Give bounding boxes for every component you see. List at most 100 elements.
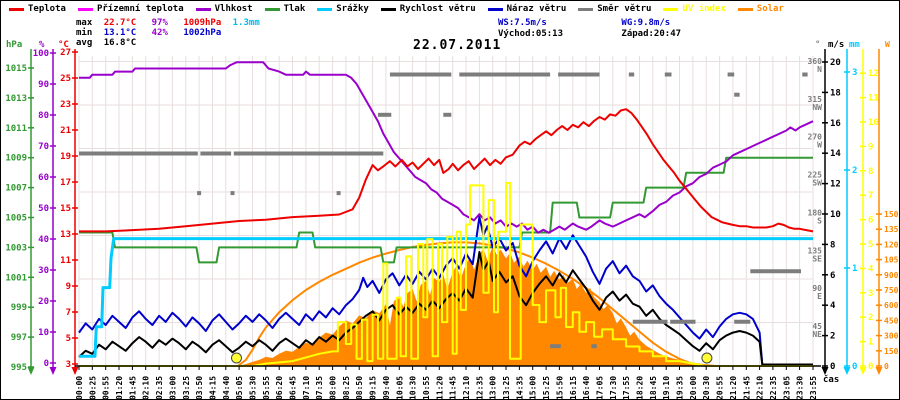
svg-text:12: 12 — [830, 180, 841, 190]
sunset-time: Západ:20:47 — [621, 29, 682, 39]
svg-text:14:35: 14:35 — [515, 376, 524, 400]
svg-text:8: 8 — [830, 240, 835, 250]
svg-text:00:55: 00:55 — [102, 376, 111, 400]
svg-text:19: 19 — [60, 152, 71, 162]
svg-text:300: 300 — [884, 332, 899, 341]
series-naraz_vetru — [78, 216, 813, 366]
svg-text:90: 90 — [812, 284, 822, 293]
svg-text:11:45: 11:45 — [449, 376, 458, 400]
svg-text:180: 180 — [808, 208, 823, 217]
svg-text:S: S — [817, 216, 822, 225]
legend-item-10: Solar — [737, 4, 784, 14]
svg-text:999: 999 — [11, 303, 27, 313]
svg-text:17:55: 17:55 — [622, 376, 631, 400]
axis-pressure: hPa 1015 1013 1011 1009 1007 1005 1003 1001 999 99… — [5, 40, 35, 375]
legend-swatch-icon — [317, 7, 333, 11]
legend-swatch-icon — [380, 7, 396, 11]
series-rychlost_vetru — [78, 251, 813, 366]
legend-label: Tlak — [283, 4, 306, 14]
svg-text:10:30: 10:30 — [409, 376, 418, 400]
stats-min-row: min 13.1°C 42% 1002hPa — [76, 28, 260, 38]
time-axis: 00:00 00:25 00:55 01:20 01:45 02:10 02:35 03:00… — [75, 365, 839, 400]
svg-text:15: 15 — [60, 204, 71, 214]
svg-text:23:30: 23:30 — [796, 376, 805, 400]
legend-item-9: UV index — [663, 4, 726, 14]
svg-text:18:45: 18:45 — [649, 376, 658, 400]
svg-text:5: 5 — [66, 334, 71, 344]
legend-label: Směr větru — [597, 4, 652, 14]
svg-text:6: 6 — [830, 271, 835, 281]
svg-text:23:05: 23:05 — [782, 376, 791, 400]
svg-text:0: 0 — [884, 362, 889, 371]
svg-text:SW: SW — [812, 179, 822, 188]
svg-text:20: 20 — [830, 58, 841, 68]
legend-item-7: Náraz větru — [487, 4, 566, 14]
series-solar — [237, 246, 814, 366]
svg-text:11: 11 — [868, 94, 879, 104]
svg-text:16:40: 16:40 — [582, 376, 591, 400]
svg-text:02:35: 02:35 — [155, 376, 164, 400]
svg-text:SE: SE — [812, 254, 822, 263]
svg-text:995: 995 — [11, 363, 27, 373]
svg-text:10: 10 — [868, 118, 879, 128]
series-srazky — [79, 237, 813, 358]
svg-text:05:05: 05:05 — [235, 376, 244, 400]
svg-text:N: N — [817, 65, 822, 74]
svg-text:50: 50 — [38, 204, 49, 214]
svg-text:450: 450 — [884, 316, 899, 325]
svg-text:14: 14 — [830, 149, 841, 159]
svg-text:15:25: 15:25 — [542, 376, 551, 400]
series-solar_max — [237, 241, 707, 367]
svg-text:315: 315 — [808, 95, 823, 104]
svg-text:23: 23 — [60, 100, 71, 110]
legend-swatch-icon — [264, 7, 280, 11]
wind-speed-max: WS:7.5m/s — [498, 18, 547, 28]
legend-item-1: Teplota — [9, 4, 66, 14]
axis-solar: W15001350120010509007506004503001500 — [875, 40, 899, 375]
svg-text:80: 80 — [38, 111, 49, 121]
svg-text:135: 135 — [808, 246, 823, 255]
wind-stats-row: WS:7.5m/s WG:9.8m/s — [498, 18, 681, 29]
svg-text:19:10: 19:10 — [662, 376, 671, 400]
svg-text:m/s: m/s — [828, 40, 844, 50]
svg-text:°: ° — [815, 40, 820, 50]
svg-text:08:50: 08:50 — [355, 376, 364, 400]
svg-text:NW: NW — [812, 103, 822, 112]
legend-label: Vlhkost — [214, 4, 253, 14]
axis-temperature: °C27 25 23 21 19 17 15 13 11 9 7 5 3 — [58, 40, 79, 375]
sun-times-row: Východ:05:13 Západ:20:47 — [498, 29, 681, 40]
svg-text:0: 0 — [830, 362, 835, 372]
svg-text:°C: °C — [58, 40, 69, 50]
svg-text:20:55: 20:55 — [716, 376, 725, 400]
svg-text:18:20: 18:20 — [636, 376, 645, 400]
svg-text:17:30: 17:30 — [609, 376, 618, 400]
svg-text:02:10: 02:10 — [142, 376, 151, 400]
svg-text:08:00: 08:00 — [329, 376, 338, 400]
legend-label: Teplota — [28, 4, 66, 14]
svg-text:4: 4 — [830, 301, 836, 311]
svg-text:15:00: 15:00 — [529, 376, 538, 400]
svg-text:2: 2 — [852, 166, 857, 176]
svg-text:1009: 1009 — [5, 154, 27, 164]
svg-text:1: 1 — [868, 338, 873, 348]
svg-text:12:10: 12:10 — [462, 376, 471, 400]
svg-text:750: 750 — [884, 286, 899, 295]
sunrise-time: Východ:05:13 — [498, 29, 564, 39]
svg-text:08:25: 08:25 — [342, 376, 351, 400]
svg-text:900: 900 — [884, 271, 899, 280]
max-label: max — [76, 18, 93, 28]
svg-text:15:50: 15:50 — [555, 376, 564, 400]
chart-legend: Teplota Přízemní teplota Vlhkost Tlak Srážky… — [9, 4, 784, 14]
svg-text:NE: NE — [812, 330, 822, 339]
svg-text:1005: 1005 — [5, 214, 27, 224]
svg-text:22:10: 22:10 — [756, 376, 765, 400]
svg-text:17: 17 — [60, 178, 71, 188]
svg-text:3: 3 — [66, 360, 71, 370]
svg-text:21:20: 21:20 — [729, 376, 738, 400]
legend-label: Solar — [756, 4, 784, 14]
legend-swatch-icon — [9, 7, 24, 11]
series-smer-vetru — [79, 72, 808, 349]
legend-swatch-icon — [578, 7, 594, 11]
